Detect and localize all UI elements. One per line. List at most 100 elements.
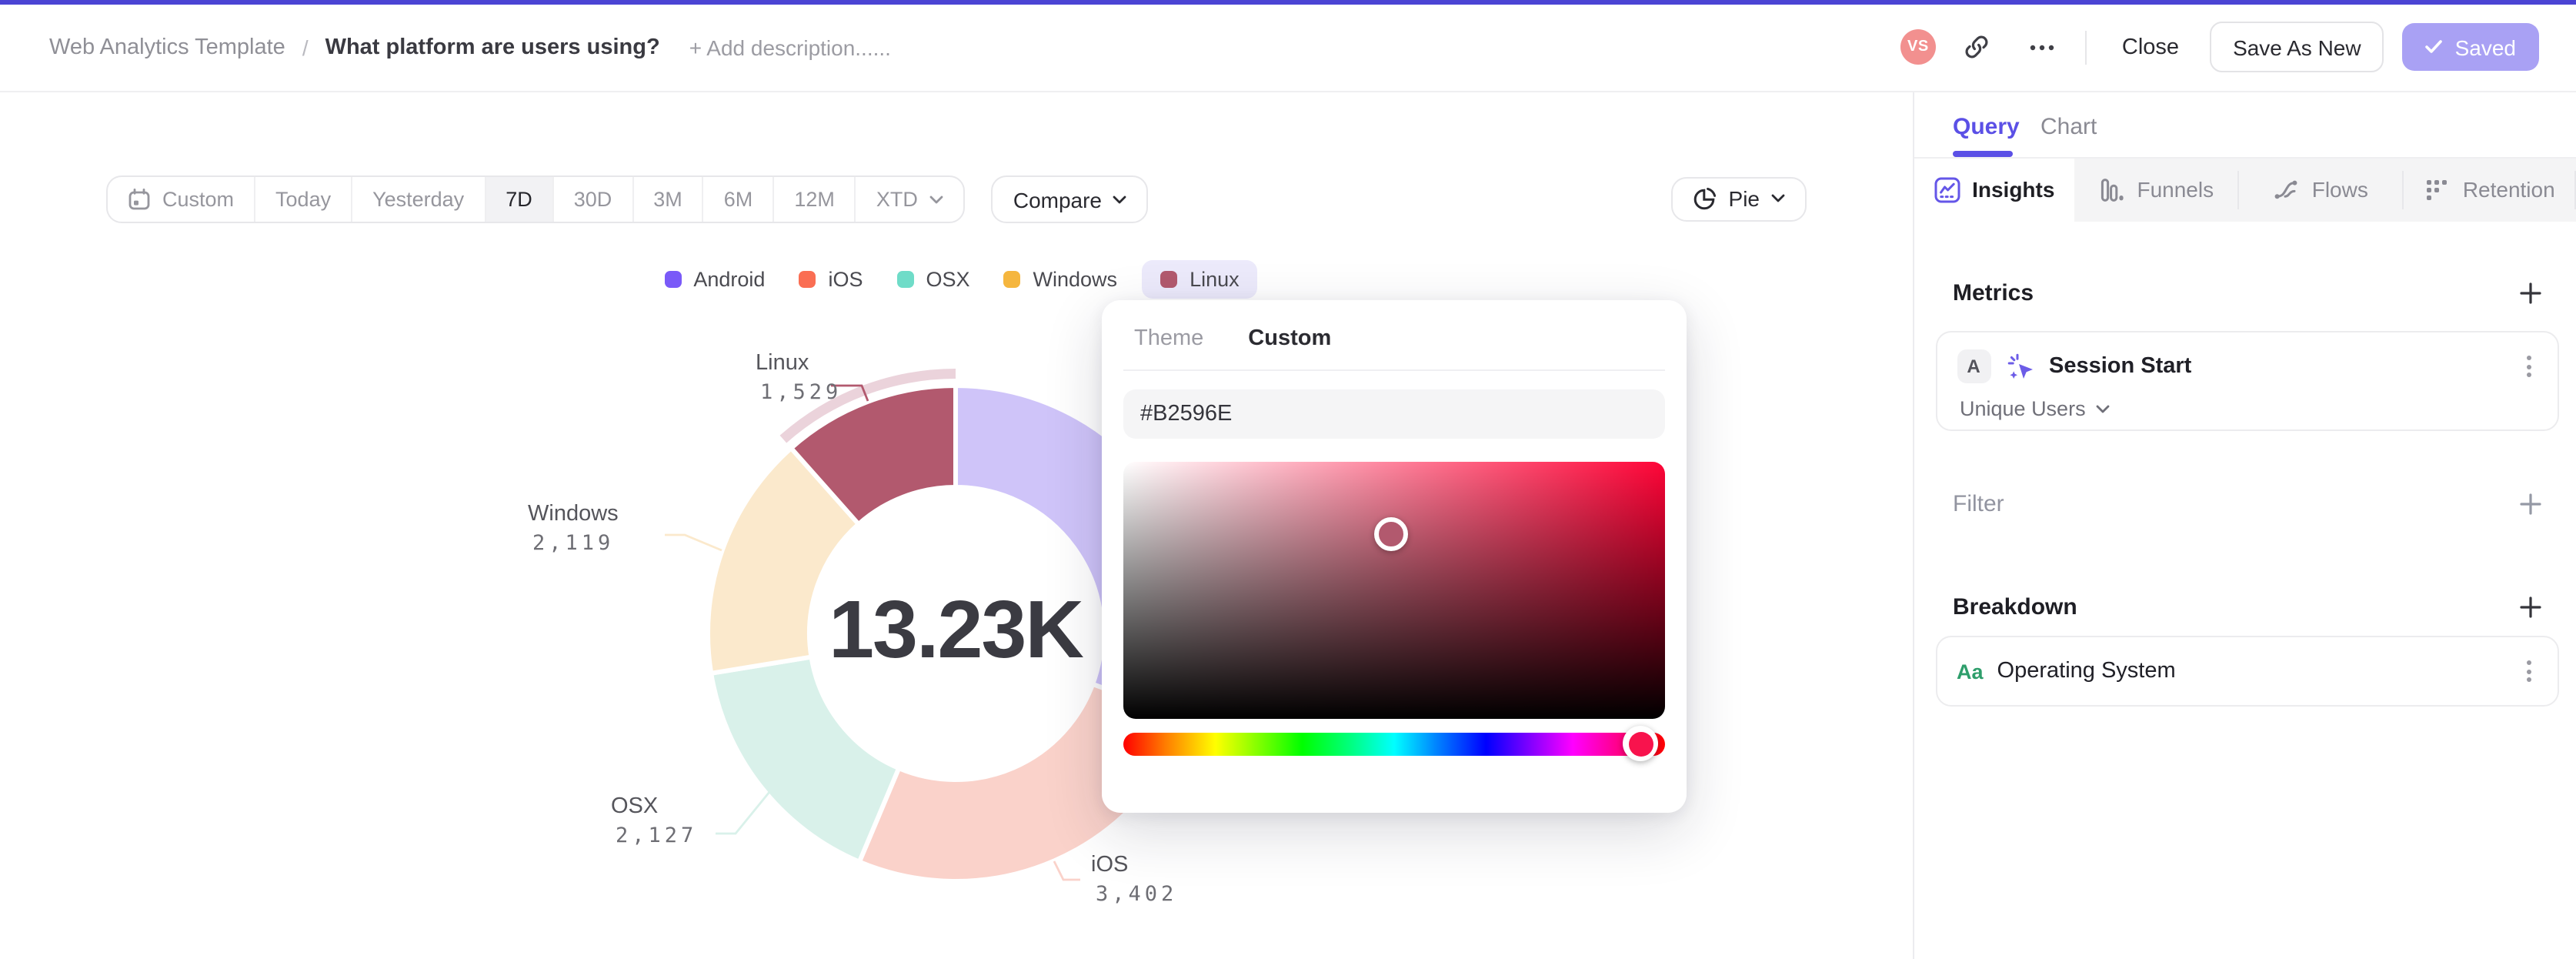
add-filter-button[interactable] bbox=[2519, 492, 2542, 515]
plus-icon bbox=[2520, 282, 2541, 303]
pie-slice-windows[interactable] bbox=[706, 445, 861, 675]
range-30d[interactable]: 30D bbox=[554, 177, 634, 222]
legend-item-linux[interactable]: Linux bbox=[1142, 260, 1258, 299]
picker-tab-theme[interactable]: Theme bbox=[1134, 326, 1204, 350]
pie-label-value: 3,402 bbox=[1096, 882, 1178, 907]
color-picker-popup: Theme Custom bbox=[1102, 299, 1687, 812]
header-divider bbox=[2084, 30, 2087, 65]
plus-icon bbox=[2520, 493, 2541, 514]
filter-heading: Filter bbox=[1953, 490, 2004, 516]
save-as-new-button[interactable]: Save As New bbox=[2210, 22, 2384, 73]
view-tab-label: Insights bbox=[1972, 177, 2055, 202]
property-type-badge: Aa bbox=[1957, 660, 1984, 683]
legend-swatch bbox=[896, 271, 914, 288]
view-tab-retention[interactable]: Retention bbox=[2404, 158, 2576, 222]
metric-title: Session Start bbox=[2049, 354, 2192, 379]
pie-slice-osx[interactable] bbox=[709, 653, 902, 864]
range-today[interactable]: Today bbox=[255, 177, 353, 222]
breadcrumb-root[interactable]: Web Analytics Template bbox=[49, 35, 285, 60]
metric-card[interactable]: A Session Start Unique Users bbox=[1935, 331, 2558, 431]
breakdown-kebab-menu[interactable] bbox=[2520, 654, 2537, 688]
range-xtd[interactable]: XTD bbox=[856, 177, 964, 222]
pie-label-name: iOS bbox=[1091, 853, 1129, 877]
flows-icon bbox=[2274, 177, 2300, 203]
sidebar-mode-tabs: Query Chart bbox=[1914, 92, 2576, 156]
legend-swatch bbox=[664, 271, 682, 288]
header: Web Analytics Template / What platform a… bbox=[0, 5, 2576, 92]
breakdown-title: Operating System bbox=[1997, 659, 2176, 683]
view-tab-label: Retention bbox=[2462, 177, 2555, 202]
picker-tab-custom[interactable]: Custom bbox=[1248, 326, 1332, 350]
range-custom[interactable]: Custom bbox=[107, 177, 256, 222]
query-sidebar: Query Chart Insights Funnels Flows Retentio… bbox=[1913, 92, 2576, 959]
saturation-cursor[interactable] bbox=[1373, 516, 1408, 551]
pie-label-name: Linux bbox=[756, 351, 809, 376]
insights-icon bbox=[1934, 177, 1960, 203]
legend-swatch bbox=[799, 271, 816, 288]
legend-item-osx[interactable]: OSX bbox=[888, 260, 979, 299]
chevron-down-icon bbox=[1113, 195, 1126, 203]
measure-dropdown[interactable]: Unique Users bbox=[1957, 397, 2537, 420]
chart-type-button[interactable]: Pie bbox=[1671, 176, 1806, 221]
filter-section-header: Filter bbox=[1914, 488, 2576, 519]
more-options-icon[interactable] bbox=[2022, 28, 2062, 68]
legend-label: Windows bbox=[1033, 268, 1118, 291]
view-tab-insights[interactable]: Insights bbox=[1914, 158, 2074, 222]
view-tab-funnels[interactable]: Funnels bbox=[2074, 158, 2239, 222]
pie-label-value: 1,529 bbox=[760, 380, 843, 405]
pie-label-ios: iOS 3,402 bbox=[1091, 853, 1177, 907]
label-leader-ios bbox=[1053, 860, 1080, 880]
range-12m[interactable]: 12M bbox=[774, 177, 856, 222]
tab-query[interactable]: Query bbox=[1953, 113, 2020, 139]
range-7d[interactable]: 7D bbox=[486, 177, 554, 222]
color-picker-tabs: Theme Custom bbox=[1102, 299, 1687, 350]
tab-chart[interactable]: Chart bbox=[2040, 113, 2097, 139]
range-3m[interactable]: 3M bbox=[633, 177, 704, 222]
pie-slice-linux[interactable] bbox=[789, 383, 958, 526]
saturation-value-area[interactable] bbox=[1123, 461, 1665, 718]
saved-button[interactable]: Saved bbox=[2402, 23, 2539, 72]
page-title[interactable]: What platform are users using? bbox=[325, 35, 660, 60]
avatar[interactable]: VS bbox=[1900, 29, 1936, 65]
pie-label-linux: Linux 1,529 bbox=[756, 351, 842, 405]
chevron-down-icon bbox=[1770, 194, 1784, 202]
chevron-down-icon bbox=[2097, 404, 2110, 413]
pie-label-name: OSX bbox=[611, 794, 659, 819]
hex-color-input[interactable] bbox=[1123, 389, 1665, 438]
date-range-toolbar: Custom Today Yesterday 7D 30D 3M 6M 12M XTD Comp… bbox=[105, 175, 1149, 223]
pie-label-value: 2,119 bbox=[532, 531, 615, 556]
view-tab-label: Funnels bbox=[2137, 177, 2214, 202]
view-tab-flows[interactable]: Flows bbox=[2238, 158, 2404, 222]
label-leader-osx bbox=[716, 790, 771, 834]
legend-swatch bbox=[1160, 271, 1178, 288]
legend-item-android[interactable]: Android bbox=[655, 260, 774, 299]
range-6m[interactable]: 6M bbox=[704, 177, 775, 222]
metric-kebab-menu[interactable] bbox=[2520, 349, 2537, 383]
hue-slider-handle[interactable] bbox=[1623, 726, 1659, 761]
add-description-button[interactable]: + Add description...... bbox=[689, 35, 891, 60]
label-leader-windows bbox=[665, 533, 722, 551]
slice-halo-linux bbox=[779, 368, 956, 443]
chart-panel: Custom Today Yesterday 7D 30D 3M 6M 12M XTD Comp… bbox=[0, 92, 1913, 959]
add-breakdown-button[interactable] bbox=[2519, 595, 2542, 618]
chart-center-total: 13.23K bbox=[829, 584, 1084, 675]
range-yesterday[interactable]: Yesterday bbox=[352, 177, 486, 222]
hue-slider[interactable] bbox=[1123, 726, 1665, 761]
check-icon bbox=[2425, 40, 2443, 54]
legend-label: Linux bbox=[1190, 268, 1240, 291]
metric-series-badge: A bbox=[1957, 349, 1990, 383]
legend-item-ios[interactable]: iOS bbox=[789, 260, 872, 299]
add-metric-button[interactable] bbox=[2519, 281, 2542, 304]
breakdown-section-header: Breakdown bbox=[1914, 591, 2576, 622]
pie-chart-icon bbox=[1694, 187, 1717, 210]
legend-label: Android bbox=[693, 268, 766, 291]
share-link-icon[interactable] bbox=[1957, 28, 1997, 68]
breakdown-card[interactable]: Aa Operating System bbox=[1935, 636, 2558, 707]
close-button[interactable]: Close bbox=[2121, 35, 2180, 60]
legend-label: OSX bbox=[926, 268, 970, 291]
legend-item-windows[interactable]: Windows bbox=[995, 260, 1127, 299]
pie-label-osx: OSX 2,127 bbox=[611, 794, 697, 848]
pie-label-windows: Windows 2,119 bbox=[528, 502, 619, 556]
compare-button[interactable]: Compare bbox=[991, 175, 1149, 223]
label-leader-linux bbox=[831, 383, 869, 401]
